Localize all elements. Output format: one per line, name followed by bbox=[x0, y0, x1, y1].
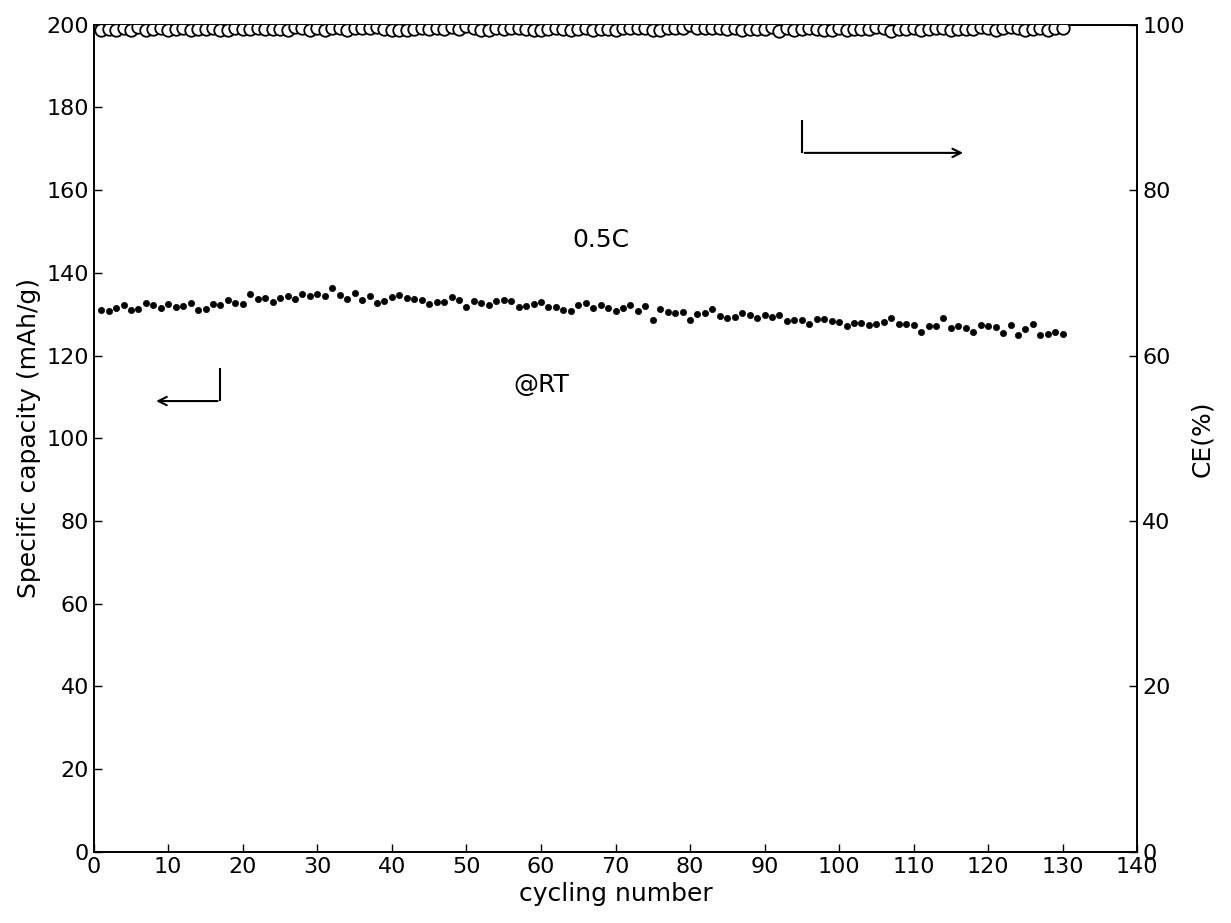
X-axis label: cycling number: cycling number bbox=[518, 882, 713, 906]
Text: 0.5C: 0.5C bbox=[572, 228, 629, 252]
Y-axis label: CE(%): CE(%) bbox=[1190, 400, 1214, 476]
Text: @RT: @RT bbox=[513, 373, 569, 397]
Y-axis label: Specific capacity (mAh/g): Specific capacity (mAh/g) bbox=[17, 279, 41, 598]
